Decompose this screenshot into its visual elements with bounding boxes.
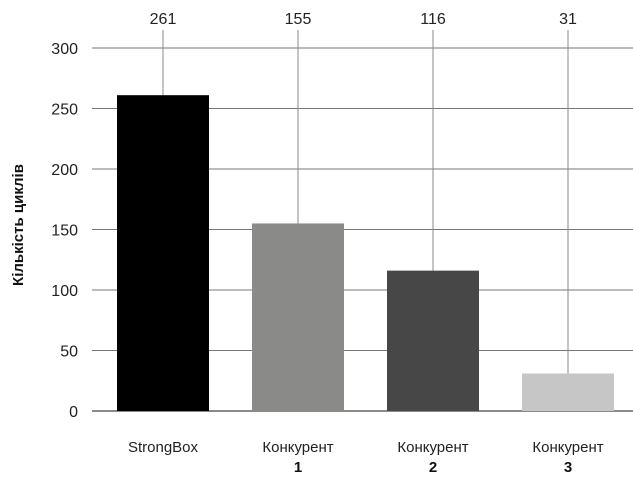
category-label: Конкурент	[262, 439, 333, 456]
y-axis: 0 50 100 150 200 250 300	[51, 41, 78, 421]
category-label-number: 3	[564, 459, 572, 476]
y-tick-label: 150	[51, 223, 78, 240]
bar	[117, 95, 209, 411]
y-tick-label: 50	[60, 344, 78, 361]
value-label: 31	[559, 11, 577, 28]
category-labels: 261 StrongBox 155 Конкурент 1 116 Конкурент 2 31…	[128, 11, 604, 476]
y-tick-label: 250	[51, 102, 78, 119]
category-label-number: 2	[429, 459, 437, 476]
y-tick-label: 0	[69, 404, 78, 421]
value-label: 155	[285, 11, 312, 28]
category-label: Конкурент	[397, 439, 468, 456]
y-tick-label: 200	[51, 162, 78, 179]
value-label: 261	[150, 11, 177, 28]
bar	[252, 223, 344, 411]
bar	[387, 270, 479, 411]
bar	[522, 373, 614, 411]
y-tick-label: 100	[51, 283, 78, 300]
value-label: 116	[420, 11, 446, 28]
category-label-number: 1	[294, 459, 302, 476]
y-tick-label: 300	[51, 41, 78, 58]
bars	[117, 95, 614, 411]
y-axis-label: Кількість циклів	[10, 164, 27, 286]
category-label: StrongBox	[128, 439, 199, 456]
category-label: Конкурент	[532, 439, 603, 456]
